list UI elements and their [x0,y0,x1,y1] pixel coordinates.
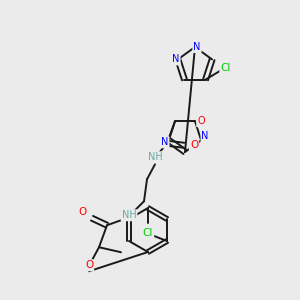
Text: NH: NH [122,210,136,220]
Text: O: O [190,140,198,150]
Text: N: N [202,131,209,141]
Text: Cl: Cl [143,228,153,238]
Text: N: N [161,137,169,147]
Text: O: O [85,260,93,270]
Text: NH: NH [148,152,162,162]
Text: Cl: Cl [220,63,231,73]
Text: N: N [172,54,180,64]
Text: O: O [197,116,205,126]
Text: N: N [193,42,201,52]
Text: O: O [78,207,86,217]
